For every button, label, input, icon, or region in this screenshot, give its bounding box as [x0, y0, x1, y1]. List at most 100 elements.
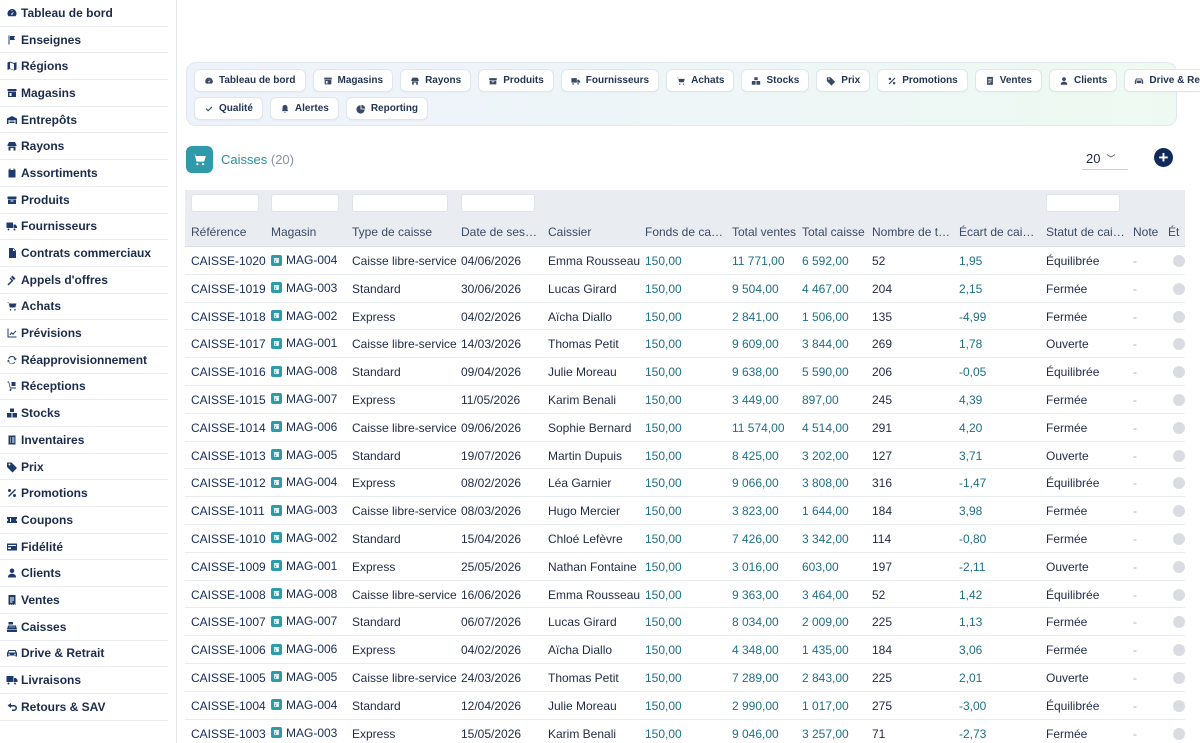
- status-toggle[interactable]: [1173, 366, 1185, 379]
- status-toggle[interactable]: [1173, 532, 1185, 545]
- reference-link[interactable]: CAISSE-1006: [191, 643, 266, 658]
- store-link[interactable]: MAG-006: [271, 420, 353, 434]
- column-header[interactable]: Type de caisse: [352, 225, 433, 239]
- nav-tab-produits[interactable]: Produits: [478, 69, 554, 92]
- column-header[interactable]: Statut de cai…: [1046, 225, 1125, 239]
- sidebar-item-livraisons[interactable]: Livraisons: [0, 667, 168, 694]
- reference-link[interactable]: CAISSE-1013: [191, 448, 266, 463]
- nav-tab-tableau-de-bord[interactable]: Tableau de bord: [194, 69, 306, 92]
- column-header[interactable]: Écart de cais…: [959, 225, 1039, 239]
- status-toggle[interactable]: [1173, 393, 1185, 406]
- store-link[interactable]: MAG-005: [271, 448, 353, 462]
- reference-link[interactable]: CAISSE-1005: [191, 670, 266, 685]
- table-row[interactable]: CAISSE-1014 MAG-006 Caisse libre-service 09…: [185, 414, 1185, 442]
- store-link[interactable]: MAG-004: [271, 698, 353, 712]
- sidebar-item-drive-retrait[interactable]: Drive & Retrait: [0, 641, 168, 668]
- per-page-select[interactable]: 20 ﹀: [1082, 148, 1128, 170]
- nav-tab-prix[interactable]: Prix: [816, 69, 871, 92]
- reference-link[interactable]: CAISSE-1018: [191, 309, 266, 324]
- add-button[interactable]: +: [1154, 148, 1173, 167]
- status-toggle[interactable]: [1173, 282, 1185, 295]
- store-link[interactable]: MAG-008: [271, 364, 353, 378]
- table-row[interactable]: CAISSE-1005 MAG-005 Caisse libre-service 24…: [185, 664, 1185, 692]
- store-link[interactable]: MAG-006: [271, 642, 353, 656]
- column-header[interactable]: Date de ses…: [461, 225, 538, 239]
- nav-tab-clients[interactable]: Clients: [1049, 69, 1118, 92]
- status-toggle[interactable]: [1173, 727, 1185, 740]
- nav-tab-alertes[interactable]: Alertes: [269, 97, 339, 120]
- sidebar-item-fournisseurs[interactable]: Fournisseurs: [0, 214, 168, 241]
- table-row[interactable]: CAISSE-1018 MAG-002 Express 04/02/2026 Aïcha…: [185, 303, 1185, 331]
- reference-link[interactable]: CAISSE-1014: [191, 420, 266, 435]
- table-row[interactable]: CAISSE-1006 MAG-006 Express 04/02/2026 Aïcha…: [185, 636, 1185, 664]
- nav-tab-fournisseurs[interactable]: Fournisseurs: [560, 69, 660, 92]
- nav-tab-achats[interactable]: Achats: [666, 69, 735, 92]
- sidebar-item-contrats-commerciaux[interactable]: Contrats commerciaux: [0, 240, 168, 267]
- sidebar-item-ventes[interactable]: Ventes: [0, 587, 168, 614]
- sidebar-item-retours-sav[interactable]: Retours & SAV: [0, 694, 168, 721]
- table-row[interactable]: CAISSE-1016 MAG-008 Standard 09/04/2026 Juli…: [185, 358, 1185, 386]
- reference-link[interactable]: CAISSE-1008: [191, 587, 266, 602]
- table-row[interactable]: CAISSE-1012 MAG-004 Express 08/02/2026 Léa G…: [185, 469, 1185, 498]
- status-toggle[interactable]: [1173, 699, 1185, 712]
- sidebar-item-entrepots[interactable]: Entrepôts: [0, 107, 168, 134]
- column-header[interactable]: Magasin: [271, 225, 317, 239]
- sidebar-item-caisses[interactable]: Caisses: [0, 614, 168, 641]
- column-filter-input[interactable]: [191, 194, 259, 212]
- status-toggle[interactable]: [1173, 560, 1185, 573]
- table-row[interactable]: CAISSE-1015 MAG-007 Express 11/05/2026 Karim…: [185, 386, 1185, 414]
- column-header[interactable]: Total caisse: [802, 225, 865, 239]
- reference-link[interactable]: CAISSE-1011: [191, 504, 265, 519]
- store-link[interactable]: MAG-003: [271, 503, 353, 517]
- sidebar-item-regions[interactable]: Régions: [0, 53, 168, 81]
- reference-link[interactable]: CAISSE-1010: [191, 531, 266, 546]
- column-header[interactable]: Fonds de cai…: [645, 225, 725, 239]
- store-link[interactable]: MAG-003: [271, 281, 353, 295]
- status-toggle[interactable]: [1173, 616, 1185, 629]
- store-link[interactable]: MAG-004: [271, 475, 353, 489]
- sidebar-item-coupons[interactable]: Coupons: [0, 507, 168, 534]
- status-toggle[interactable]: [1173, 255, 1185, 267]
- store-link[interactable]: MAG-005: [271, 670, 353, 684]
- store-link[interactable]: MAG-001: [271, 559, 353, 573]
- nav-tab-promotions[interactable]: Promotions: [877, 69, 968, 92]
- reference-link[interactable]: CAISSE-1007: [191, 615, 266, 630]
- sidebar-item-clients[interactable]: Clients: [0, 560, 168, 588]
- sidebar-item-assortiments[interactable]: Assortiments: [0, 160, 168, 187]
- sidebar-item-promotions[interactable]: Promotions: [0, 480, 168, 508]
- reference-link[interactable]: CAISSE-1004: [191, 698, 266, 713]
- sidebar-item-tableau-de-bord[interactable]: Tableau de bord: [0, 0, 168, 27]
- column-header[interactable]: Ét: [1168, 225, 1180, 239]
- sidebar-item-inventaires[interactable]: Inventaires: [0, 427, 168, 454]
- store-link[interactable]: MAG-003: [271, 726, 353, 740]
- column-filter-input[interactable]: [1046, 194, 1120, 212]
- sidebar-item-receptions[interactable]: Réceptions: [0, 374, 168, 401]
- sidebar-item-produits[interactable]: Produits: [0, 187, 168, 214]
- column-header[interactable]: Total ventes: [732, 225, 797, 239]
- table-row[interactable]: CAISSE-1010 MAG-002 Standard 15/04/2026 Chlo…: [185, 525, 1185, 553]
- table-row[interactable]: CAISSE-1009 MAG-001 Express 25/05/2026 Natha…: [185, 553, 1185, 581]
- table-row[interactable]: CAISSE-1007 MAG-007 Standard 06/07/2026 Luca…: [185, 608, 1185, 637]
- column-filter-input[interactable]: [461, 194, 535, 212]
- store-link[interactable]: MAG-001: [271, 336, 353, 350]
- table-row[interactable]: CAISSE-1004 MAG-004 Standard 12/04/2026 Juli…: [185, 692, 1185, 720]
- nav-tab-ventes[interactable]: Ventes: [974, 69, 1042, 92]
- column-header[interactable]: Référence: [191, 225, 247, 239]
- status-toggle[interactable]: [1173, 338, 1185, 351]
- sidebar-item-previsions[interactable]: Prévisions: [0, 320, 168, 347]
- sidebar-item-rayons[interactable]: Rayons: [0, 133, 168, 161]
- table-row[interactable]: CAISSE-1011 MAG-003 Caisse libre-service 08…: [185, 497, 1185, 525]
- status-toggle[interactable]: [1173, 505, 1185, 518]
- nav-tab-rayons[interactable]: Rayons: [400, 69, 472, 92]
- nav-tab-reporting[interactable]: Reporting: [345, 97, 429, 120]
- status-toggle[interactable]: [1173, 671, 1185, 684]
- nav-tab-stocks[interactable]: Stocks: [741, 69, 810, 92]
- reference-link[interactable]: CAISSE-1016: [191, 365, 266, 380]
- reference-link[interactable]: CAISSE-1009: [191, 559, 266, 574]
- store-link[interactable]: MAG-004: [271, 253, 353, 267]
- nav-tab-qualite[interactable]: Qualité: [194, 97, 263, 120]
- table-row[interactable]: CAISSE-1003 MAG-003 Express 15/05/2026 Karim…: [185, 720, 1185, 743]
- sidebar-item-appels-d-offres[interactable]: Appels d'offres: [0, 267, 168, 294]
- store-link[interactable]: MAG-008: [271, 587, 353, 601]
- sidebar-item-magasins[interactable]: Magasins: [0, 80, 168, 107]
